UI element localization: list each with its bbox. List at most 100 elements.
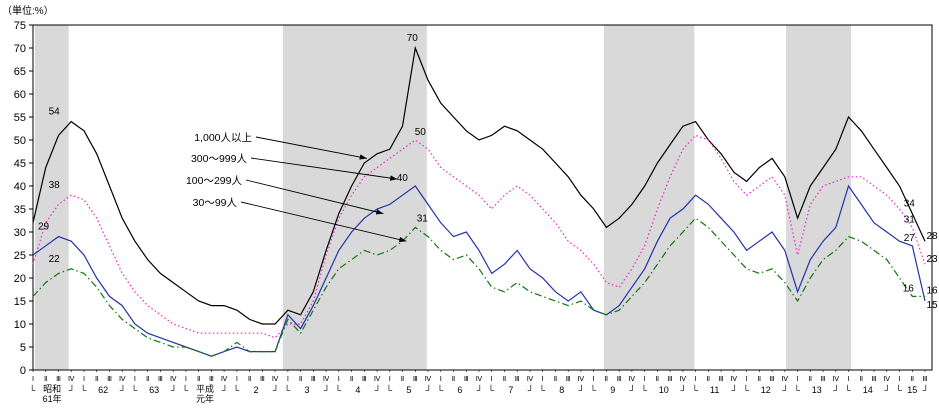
- svg-text:Ⅱ: Ⅱ: [350, 376, 353, 383]
- svg-text:Ⅳ: Ⅳ: [833, 376, 840, 383]
- svg-text:┘: ┘: [681, 384, 687, 395]
- svg-text:Ⅲ: Ⅲ: [209, 376, 214, 383]
- svg-text:11: 11: [710, 385, 719, 395]
- svg-text:9: 9: [610, 385, 615, 395]
- svg-text:10: 10: [659, 385, 669, 395]
- svg-text:55: 55: [14, 112, 26, 124]
- svg-text:5: 5: [406, 385, 411, 395]
- svg-text:70: 70: [407, 33, 419, 44]
- svg-text:平成: 平成: [196, 383, 214, 394]
- svg-text:Ⅲ: Ⅲ: [668, 376, 673, 383]
- svg-text:┘: ┘: [579, 384, 585, 395]
- svg-text:Ⅰ: Ⅰ: [185, 376, 187, 383]
- svg-text:61年: 61年: [43, 393, 62, 404]
- svg-text:Ⅱ: Ⅱ: [299, 376, 302, 383]
- svg-text:Ⅰ: Ⅰ: [287, 376, 289, 383]
- svg-text:Ⅰ: Ⅰ: [644, 376, 646, 383]
- svg-text:38: 38: [49, 180, 61, 191]
- svg-text:Ⅰ: Ⅰ: [847, 376, 849, 383]
- svg-text:22: 22: [49, 254, 61, 265]
- svg-text:65: 65: [14, 66, 26, 78]
- svg-text:Ⅳ: Ⅳ: [527, 376, 534, 383]
- svg-text:3: 3: [304, 385, 309, 395]
- svg-text:┘: ┘: [923, 384, 929, 395]
- svg-text:Ⅰ: Ⅰ: [491, 376, 493, 383]
- svg-text:30～99人: 30～99人: [193, 197, 238, 209]
- svg-text:31: 31: [417, 213, 429, 224]
- svg-text:16: 16: [926, 285, 938, 296]
- svg-text:└: └: [488, 384, 495, 395]
- svg-text:└: └: [437, 384, 444, 395]
- svg-text:63: 63: [149, 385, 159, 395]
- svg-text:Ⅲ: Ⅲ: [515, 376, 520, 383]
- svg-text:Ⅱ: Ⅱ: [656, 376, 659, 383]
- svg-text:└: └: [590, 384, 597, 395]
- svg-text:Ⅰ: Ⅰ: [338, 376, 340, 383]
- svg-text:23: 23: [926, 254, 938, 265]
- svg-text:昭和: 昭和: [43, 384, 61, 394]
- svg-text:Ⅰ: Ⅰ: [440, 376, 442, 383]
- svg-text:Ⅳ: Ⅳ: [425, 376, 432, 383]
- svg-text:62: 62: [98, 385, 108, 395]
- svg-text:└: └: [335, 384, 342, 395]
- svg-text:Ⅳ: Ⅳ: [68, 376, 75, 383]
- svg-text:Ⅰ: Ⅰ: [797, 376, 799, 383]
- svg-text:Ⅲ: Ⅲ: [260, 376, 265, 383]
- svg-text:34: 34: [904, 199, 916, 210]
- svg-text:└: └: [131, 384, 138, 395]
- svg-text:元年: 元年: [196, 393, 214, 404]
- svg-text:40: 40: [397, 173, 409, 184]
- svg-text:┘: ┘: [69, 384, 75, 395]
- svg-text:└: └: [233, 384, 240, 395]
- svg-text:Ⅰ: Ⅰ: [389, 376, 391, 383]
- svg-text:40: 40: [14, 181, 26, 193]
- svg-text:└: └: [692, 384, 699, 395]
- svg-text:12: 12: [761, 385, 771, 395]
- svg-text:Ⅱ: Ⅱ: [146, 376, 149, 383]
- svg-text:6: 6: [457, 385, 462, 395]
- svg-text:└: └: [896, 384, 903, 395]
- svg-text:8: 8: [559, 385, 564, 395]
- svg-text:Ⅰ: Ⅰ: [83, 376, 85, 383]
- svg-text:50: 50: [14, 135, 26, 147]
- svg-text:16: 16: [903, 283, 915, 294]
- svg-text:Ⅰ: Ⅰ: [898, 376, 900, 383]
- svg-text:Ⅰ: Ⅰ: [542, 376, 544, 383]
- svg-text:Ⅳ: Ⅳ: [629, 376, 636, 383]
- svg-text:┘: ┘: [171, 384, 177, 395]
- unit-label: （単位:%）: [2, 6, 54, 17]
- svg-text:300～999人: 300～999人: [191, 153, 248, 165]
- svg-text:└: └: [641, 384, 648, 395]
- svg-text:28: 28: [926, 231, 938, 242]
- svg-text:Ⅳ: Ⅳ: [680, 376, 687, 383]
- svg-text:┘: ┘: [120, 384, 126, 395]
- svg-text:Ⅲ: Ⅲ: [362, 376, 367, 383]
- svg-text:Ⅳ: Ⅳ: [323, 376, 330, 383]
- svg-text:Ⅰ: Ⅰ: [695, 376, 697, 383]
- svg-text:┘: ┘: [477, 384, 483, 395]
- svg-text:60: 60: [14, 89, 26, 101]
- svg-text:└: └: [539, 384, 546, 395]
- svg-text:Ⅲ: Ⅲ: [464, 376, 469, 383]
- svg-text:14: 14: [863, 385, 873, 395]
- svg-text:┘: ┘: [375, 384, 381, 395]
- svg-text:Ⅳ: Ⅳ: [884, 376, 891, 383]
- svg-text:Ⅰ: Ⅰ: [593, 376, 595, 383]
- svg-text:Ⅱ: Ⅱ: [248, 376, 251, 383]
- svg-text:Ⅲ: Ⅲ: [617, 376, 622, 383]
- svg-text:31: 31: [904, 214, 916, 225]
- svg-text:54: 54: [49, 107, 61, 118]
- svg-text:└: └: [284, 384, 291, 395]
- svg-text:┘: ┘: [273, 384, 279, 395]
- svg-text:Ⅳ: Ⅳ: [119, 376, 126, 383]
- svg-text:Ⅱ: Ⅱ: [401, 376, 404, 383]
- svg-text:└: └: [845, 384, 852, 395]
- svg-text:┘: ┘: [324, 384, 330, 395]
- svg-text:4: 4: [355, 385, 360, 395]
- svg-text:Ⅳ: Ⅳ: [272, 376, 279, 383]
- svg-text:└: └: [29, 384, 36, 395]
- svg-text:15: 15: [14, 296, 26, 308]
- svg-text:Ⅱ: Ⅱ: [554, 376, 557, 383]
- svg-text:┘: ┘: [528, 384, 534, 395]
